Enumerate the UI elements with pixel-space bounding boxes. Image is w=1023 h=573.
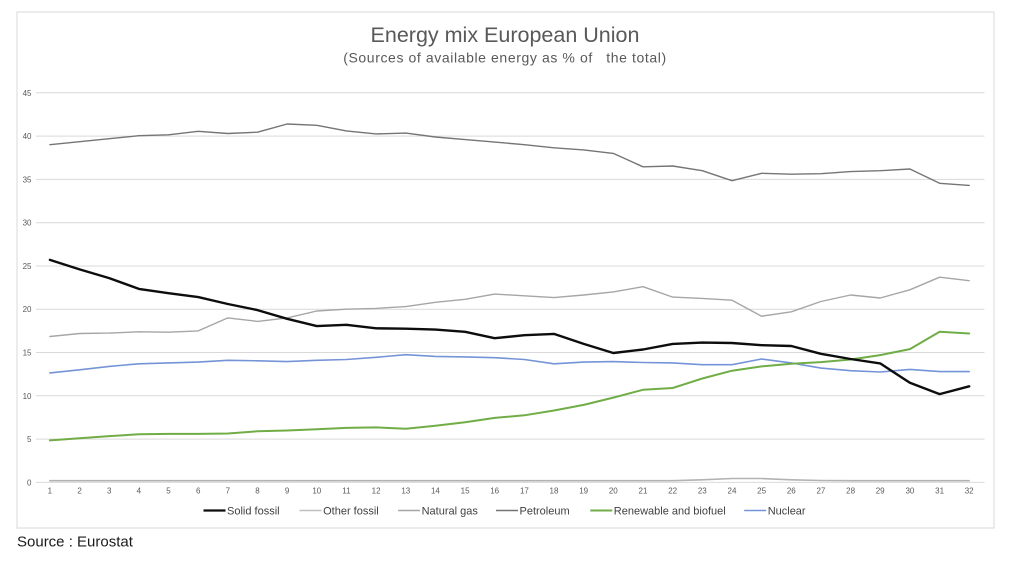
svg-text:35: 35 bbox=[23, 175, 32, 184]
svg-text:25: 25 bbox=[757, 487, 766, 496]
svg-text:11: 11 bbox=[342, 487, 351, 496]
svg-text:20: 20 bbox=[23, 305, 32, 314]
svg-text:Petroleum: Petroleum bbox=[520, 506, 570, 518]
svg-text:7: 7 bbox=[226, 487, 231, 496]
svg-text:25: 25 bbox=[23, 262, 32, 271]
svg-text:18: 18 bbox=[550, 487, 559, 496]
svg-text:Other fossil: Other fossil bbox=[323, 506, 379, 518]
svg-text:Nuclear: Nuclear bbox=[768, 506, 806, 518]
svg-text:12: 12 bbox=[372, 487, 381, 496]
svg-text:13: 13 bbox=[401, 487, 410, 496]
svg-text:20: 20 bbox=[609, 487, 618, 496]
svg-text:Renewable and biofuel: Renewable and biofuel bbox=[614, 506, 726, 518]
svg-text:1: 1 bbox=[48, 487, 53, 496]
svg-text:10: 10 bbox=[312, 487, 321, 496]
svg-text:14: 14 bbox=[431, 487, 440, 496]
svg-text:8: 8 bbox=[255, 487, 260, 496]
svg-text:29: 29 bbox=[876, 487, 885, 496]
svg-text:0: 0 bbox=[27, 478, 32, 487]
svg-text:Source : Eurostat: Source : Eurostat bbox=[17, 534, 134, 551]
svg-text:24: 24 bbox=[728, 487, 737, 496]
svg-text:Solid fossil: Solid fossil bbox=[227, 506, 280, 518]
svg-text:45: 45 bbox=[23, 89, 32, 98]
svg-text:Natural gas: Natural gas bbox=[422, 506, 479, 518]
svg-text:17: 17 bbox=[520, 487, 529, 496]
svg-text:Energy mix European Union: Energy mix European Union bbox=[371, 23, 640, 47]
svg-text:21: 21 bbox=[639, 487, 648, 496]
svg-text:30: 30 bbox=[23, 219, 32, 228]
svg-text:28: 28 bbox=[846, 487, 855, 496]
svg-text:5: 5 bbox=[166, 487, 171, 496]
svg-text:5: 5 bbox=[27, 435, 32, 444]
svg-text:23: 23 bbox=[698, 487, 707, 496]
svg-text:16: 16 bbox=[490, 487, 499, 496]
svg-text:26: 26 bbox=[787, 487, 796, 496]
svg-text:3: 3 bbox=[107, 487, 112, 496]
svg-text:9: 9 bbox=[285, 487, 290, 496]
svg-text:10: 10 bbox=[23, 392, 32, 401]
svg-text:22: 22 bbox=[668, 487, 677, 496]
svg-text:19: 19 bbox=[579, 487, 588, 496]
svg-text:6: 6 bbox=[196, 487, 201, 496]
svg-text:(Sources of available energy a: (Sources of available energy as % of the… bbox=[343, 50, 667, 66]
svg-text:27: 27 bbox=[816, 487, 825, 496]
svg-text:4: 4 bbox=[137, 487, 142, 496]
svg-text:15: 15 bbox=[23, 349, 32, 358]
svg-text:32: 32 bbox=[965, 487, 974, 496]
svg-text:40: 40 bbox=[23, 132, 32, 141]
svg-text:15: 15 bbox=[461, 487, 470, 496]
svg-text:30: 30 bbox=[905, 487, 914, 496]
svg-text:31: 31 bbox=[935, 487, 944, 496]
svg-text:2: 2 bbox=[77, 487, 82, 496]
